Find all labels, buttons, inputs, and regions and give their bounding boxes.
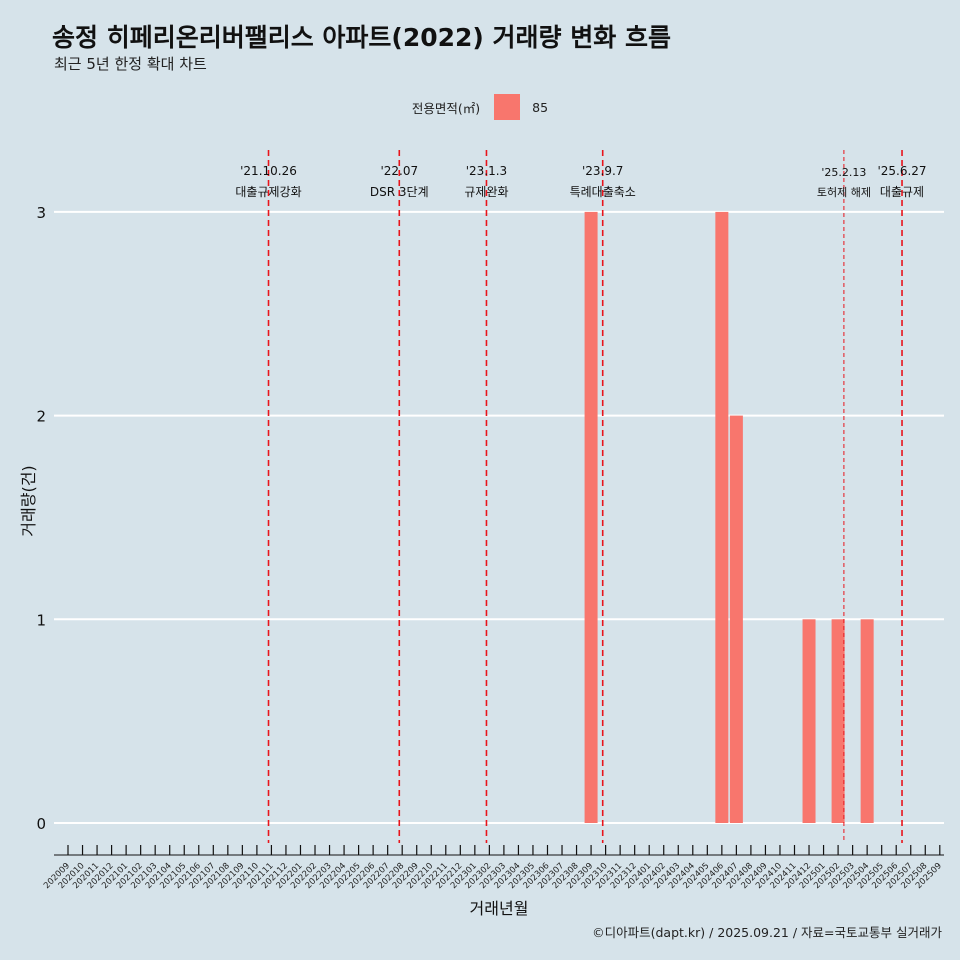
event-label: 대출규제강화 xyxy=(235,185,301,199)
event-label: 토허제 해제 xyxy=(817,185,871,199)
bar-202407 xyxy=(729,415,743,823)
y-tick-label: 1 xyxy=(36,611,46,629)
y-tick-label: 2 xyxy=(36,408,46,426)
bar-202502 xyxy=(831,619,845,823)
y-tick-label: 0 xyxy=(36,815,46,833)
legend: 전용면적(㎡) 85 xyxy=(0,94,960,120)
event-date: '25.6.27 xyxy=(877,164,926,178)
event-label: 특례대출축소 xyxy=(570,185,636,199)
bar-202412 xyxy=(802,619,816,823)
legend-title: 전용면적(㎡) xyxy=(411,100,481,116)
event-date: '25.2.13 xyxy=(821,166,866,179)
y-tick-label: 3 xyxy=(36,204,46,222)
event-date: '23.9.7 xyxy=(582,164,623,178)
chart-title: 송정 히페리온리버팰리스 아파트(2022) 거래량 변화 흐름 xyxy=(52,23,671,52)
legend-swatch xyxy=(494,94,521,120)
y-axis-title: 거래량(건) xyxy=(19,465,38,536)
x-axis-title: 거래년월 xyxy=(470,899,529,918)
bar-202309 xyxy=(584,211,598,823)
chart-subtitle: 최근 5년 한정 확대 차트 xyxy=(54,55,207,73)
bar-202504 xyxy=(860,619,874,823)
event-label: DSR 3단계 xyxy=(370,185,429,199)
event-date: '22.07 xyxy=(380,164,418,178)
event-label: 대출규제 xyxy=(880,185,924,199)
event-label: 규제완화 xyxy=(464,185,508,199)
legend-label: 85 xyxy=(532,99,549,115)
event-date: '21.10.26 xyxy=(240,164,297,178)
bar-202406 xyxy=(715,211,729,823)
event-date: '23.1.3 xyxy=(466,164,507,178)
source-caption: ©디아파트(dapt.kr) / 2025.09.21 / 자료=국토교통부 실… xyxy=(592,925,942,940)
